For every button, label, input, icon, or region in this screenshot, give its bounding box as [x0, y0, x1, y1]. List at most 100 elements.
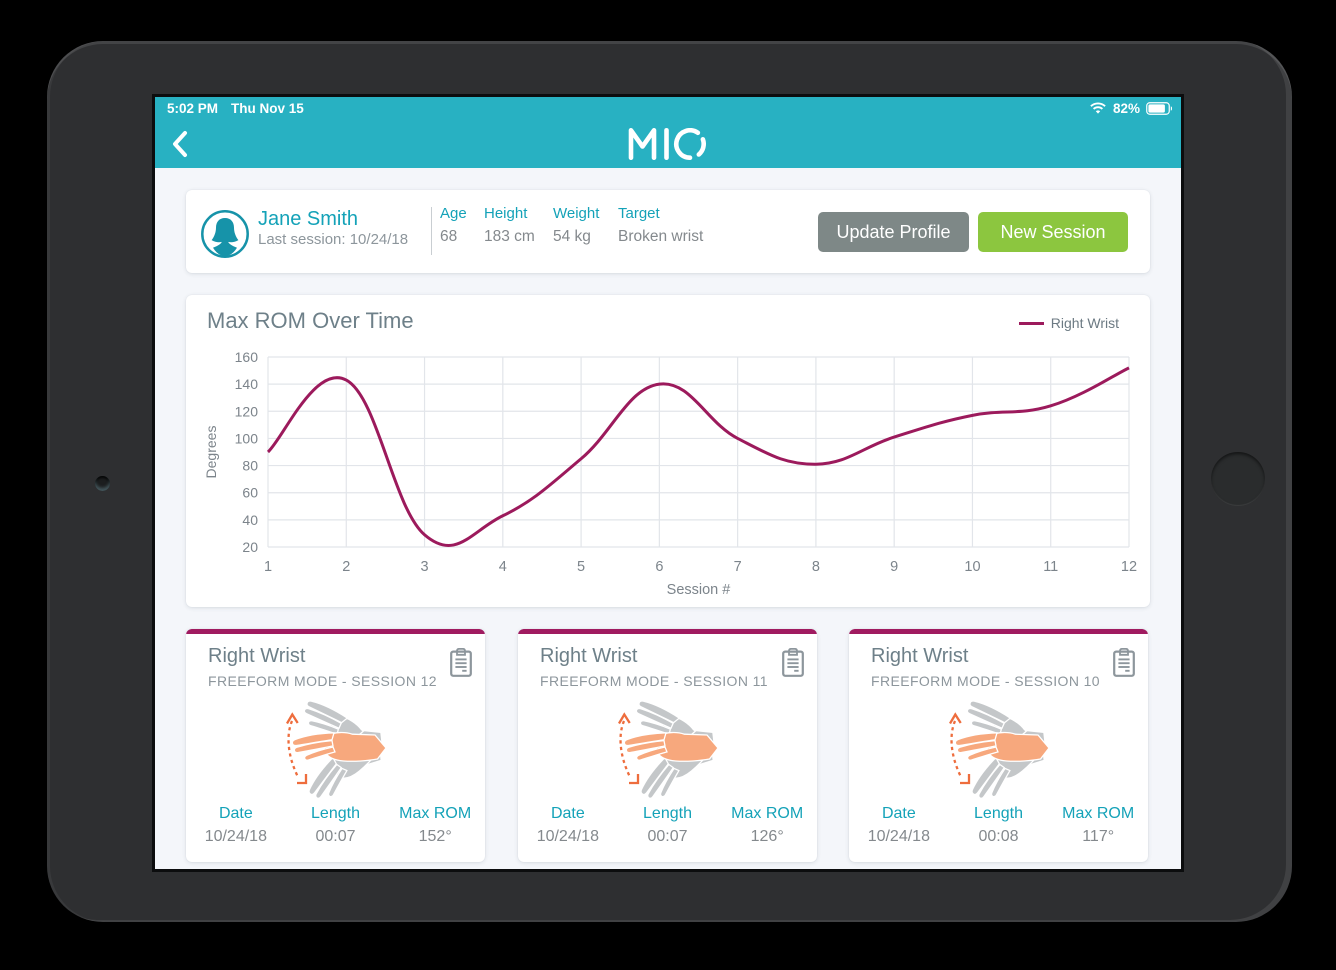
battery-icon	[1146, 101, 1172, 115]
motion-arc-arrow	[286, 712, 308, 785]
session-stat: Length 00:07	[618, 805, 718, 846]
max-rom-chart-card: Max ROM Over Time Right Wrist 20 40 60 80 10…	[186, 295, 1150, 607]
hand-neutral-orange	[623, 731, 719, 762]
session-stat-value: 10/24/18	[536, 828, 599, 845]
session-stat-label: Date	[218, 805, 253, 822]
session-stats: Date 10/24/18 Length 00:08 Max ROM 117°	[849, 805, 1148, 846]
status-date: Thu Nov 15	[231, 100, 304, 116]
app-header: 5:02 PM Thu Nov 15 82%	[155, 97, 1181, 168]
hand-neutral-orange	[954, 731, 1050, 762]
back-button[interactable]	[168, 130, 194, 158]
field-weight-value: 54 kg	[553, 228, 591, 245]
session-stat-label: Date	[550, 805, 585, 822]
wifi-icon	[1090, 101, 1106, 114]
svg-text:4: 4	[499, 559, 507, 575]
session-card[interactable]: Right Wrist FREEFORM MODE - SESSION 10	[849, 629, 1148, 862]
svg-text:12: 12	[1121, 559, 1137, 575]
field-target-label: Target	[618, 205, 660, 222]
svg-text:1: 1	[264, 559, 272, 575]
session-stat-value: 117°	[1082, 828, 1115, 845]
session-stat: Date 10/24/18	[518, 805, 618, 846]
hand-neutral-orange	[291, 731, 387, 762]
session-stat-value: 00:07	[315, 828, 356, 845]
session-title: Right Wrist	[871, 645, 969, 667]
session-card-accent-bar	[518, 629, 817, 634]
session-stat-value: 152°	[418, 828, 452, 845]
session-stat: Length 00:08	[949, 805, 1049, 846]
svg-text:3: 3	[421, 559, 429, 575]
session-card-accent-bar	[849, 629, 1148, 634]
session-subtitle: FREEFORM MODE - SESSION 11	[540, 673, 768, 689]
session-stat-value: 10/24/18	[204, 828, 267, 845]
svg-text:2: 2	[342, 559, 350, 575]
svg-text:80: 80	[242, 458, 258, 474]
session-stat-label: Max ROM	[731, 805, 804, 822]
session-title: Right Wrist	[540, 645, 638, 667]
field-height-value: 183 cm	[484, 228, 535, 245]
new-session-button[interactable]: New Session	[978, 212, 1128, 252]
session-card-accent-bar	[186, 629, 485, 634]
session-stat-value: 00:07	[647, 828, 688, 845]
svg-text:160: 160	[235, 349, 259, 365]
field-weight-label: Weight	[553, 205, 600, 222]
session-card[interactable]: Right Wrist FREEFORM MODE - SESSION 11	[518, 629, 817, 862]
svg-text:10: 10	[964, 559, 980, 575]
chart-title: Max ROM Over Time	[207, 308, 414, 333]
session-stats: Date 10/24/18 Length 00:07 Max ROM 152°	[186, 805, 485, 846]
session-stat-value: 10/24/18	[867, 828, 930, 845]
wrist-motion-illustration	[949, 700, 1050, 799]
session-subtitle: FREEFORM MODE - SESSION 10	[871, 673, 1100, 689]
svg-text:Session #: Session #	[667, 582, 731, 598]
session-stat-value: 126°	[750, 828, 784, 845]
field-target-value: Broken wrist	[618, 228, 704, 245]
person-avatar-icon	[201, 210, 249, 258]
field-age: Age 68	[440, 205, 467, 246]
svg-text:20: 20	[242, 539, 258, 555]
svg-text:140: 140	[235, 376, 259, 392]
motion-arc-arrow	[949, 712, 971, 785]
legend-label: Right Wrist	[1050, 315, 1119, 331]
patient-last-session: Last session: 10/24/18	[258, 231, 409, 248]
svg-text:7: 7	[734, 559, 742, 575]
svg-text:40: 40	[242, 512, 258, 528]
wrist-motion-illustration	[286, 700, 387, 799]
session-subtitle: FREEFORM MODE - SESSION 12	[208, 673, 437, 689]
field-height-label: Height	[484, 205, 528, 222]
session-title: Right Wrist	[208, 645, 306, 667]
session-stat: Length 00:07	[286, 805, 386, 846]
session-stats: Date 10/24/18 Length 00:07 Max ROM 126°	[518, 805, 817, 846]
session-stat: Max ROM 126°	[717, 805, 817, 846]
svg-text:6: 6	[655, 559, 663, 575]
screen: 5:02 PM Thu Nov 15 82%	[155, 97, 1181, 869]
svg-text:8: 8	[812, 559, 820, 575]
clipboard-icon	[782, 648, 804, 677]
svg-text:11: 11	[1043, 559, 1058, 575]
field-weight: Weight 54 kg	[553, 205, 599, 246]
mio-logo	[628, 128, 706, 160]
session-stat-label: Length	[311, 805, 360, 822]
svg-text:60: 60	[242, 485, 258, 501]
chart-legend: Right Wrist	[1018, 315, 1119, 331]
session-stat: Date 10/24/18	[849, 805, 949, 846]
session-stat: Max ROM 152°	[385, 805, 485, 846]
field-age-value: 68	[440, 228, 458, 245]
svg-text:120: 120	[235, 403, 259, 419]
session-stat: Date 10/24/18	[186, 805, 286, 846]
legend-line-swatch	[1018, 321, 1044, 325]
home-button[interactable]	[1211, 452, 1265, 506]
clipboard-icon	[450, 648, 472, 677]
motion-arc-arrow	[618, 712, 640, 785]
svg-text:100: 100	[235, 430, 259, 446]
session-stat: Max ROM 117°	[1048, 805, 1148, 846]
session-card[interactable]: Right Wrist FREEFORM MODE - SESSION 12	[186, 629, 485, 862]
wrist-motion-illustration	[618, 700, 719, 799]
front-camera	[95, 476, 110, 491]
update-profile-button[interactable]: Update Profile	[818, 212, 969, 252]
session-stat-value: 00:08	[978, 828, 1019, 845]
svg-text:9: 9	[890, 559, 898, 575]
patient-name: Jane Smith	[258, 208, 359, 230]
battery-percent: 82%	[1112, 100, 1140, 116]
svg-text:5: 5	[577, 559, 585, 575]
